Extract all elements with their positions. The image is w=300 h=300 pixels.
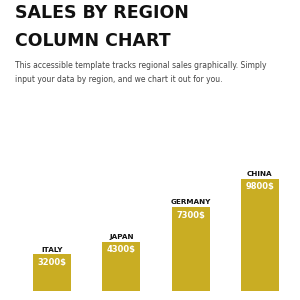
Text: 3200$: 3200$ (38, 258, 67, 267)
Text: SALES BY REGION: SALES BY REGION (15, 4, 189, 22)
Bar (172, 207, 210, 291)
Text: COLUMN CHART: COLUMN CHART (15, 32, 171, 50)
Text: 7300$: 7300$ (176, 211, 205, 220)
Text: ITALY: ITALY (41, 247, 63, 253)
Text: CHINA: CHINA (247, 171, 272, 177)
Text: This accessible template tracks regional sales graphically. Simply
input your da: This accessible template tracks regional… (15, 61, 266, 84)
Bar (102, 242, 140, 291)
Text: 4300$: 4300$ (107, 245, 136, 254)
Text: GERMANY: GERMANY (170, 200, 211, 206)
Bar (241, 178, 279, 291)
Text: JAPAN: JAPAN (109, 234, 134, 240)
Text: 9800$: 9800$ (245, 182, 274, 191)
Bar (33, 254, 71, 291)
